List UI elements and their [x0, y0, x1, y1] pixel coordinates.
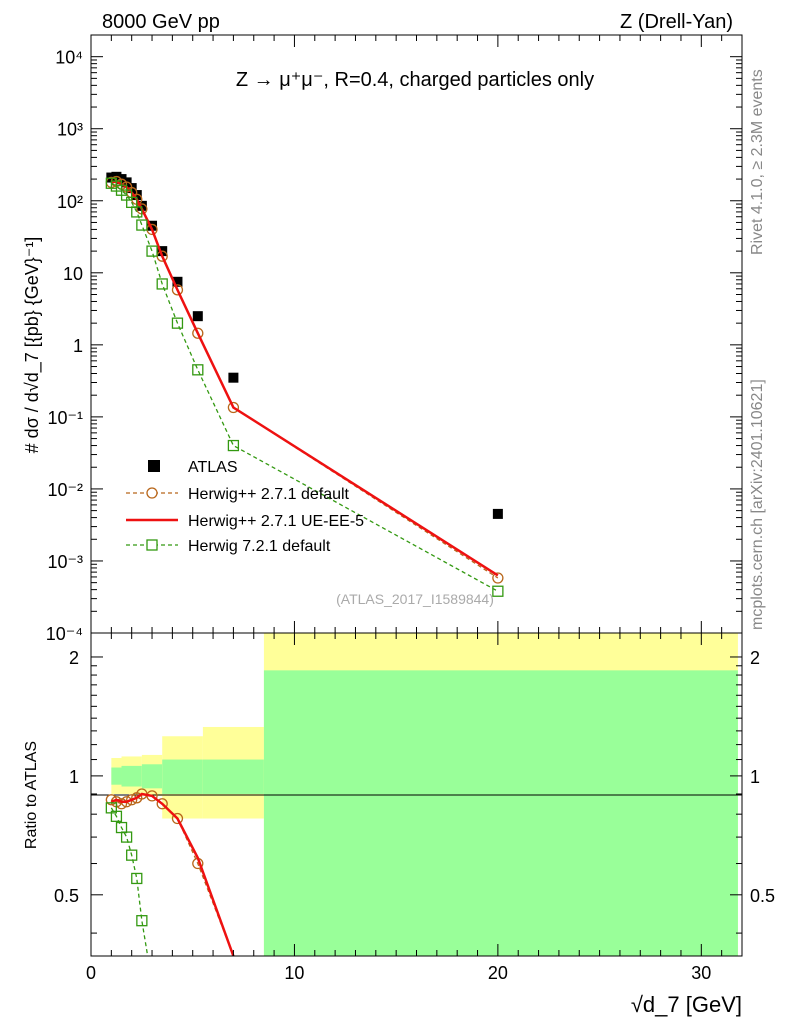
ratio-herwig7-default-point: [131, 872, 143, 885]
legend-marker: [148, 460, 160, 472]
legend-entry: Herwig++ 2.7.1 UE-EE-5: [126, 513, 364, 530]
main-y-tick-label: 1: [73, 336, 83, 356]
ratio-x-ticks: 0 10 20 30: [86, 633, 743, 983]
main-y-tick-label: 10⁴: [55, 48, 83, 68]
legend-marker: [146, 487, 158, 499]
ratio-plot: Ratio to ATLAS 2 2 1 1 0.5 0.5 0 10 20 30 √d_7 […: [23, 632, 775, 1017]
legend-label: ATLAS: [188, 459, 238, 476]
series-line: [111, 182, 499, 592]
main-y-tick-label: 10³: [57, 120, 83, 140]
herwig7-default-point: [171, 317, 184, 329]
ratio-herwigpp-default-point: [126, 794, 138, 806]
legend-label: Herwig 7.2.1 default: [188, 538, 331, 555]
herwig7-default-point: [136, 219, 148, 231]
legend-entry: Herwig 7.2.1 default: [126, 538, 331, 555]
ratio-y-tick-label-right: 0.5: [750, 886, 775, 906]
main-y-tick-label: 10⁻²: [47, 480, 83, 500]
herwig7-default-point: [156, 278, 168, 290]
herwig7-default-point: [227, 439, 240, 452]
herwigpp-default-point: [192, 327, 204, 339]
ratio-series-group: [105, 788, 235, 956]
rivet-label: Rivet 4.1.0, ≥ 2.3M events: [749, 69, 766, 255]
main-y-tick-label: 10: [63, 264, 83, 284]
green-uncertainty-band: [121, 765, 142, 787]
main-y-axis-label: # dσ / d√d_7 [{pb} {GeV}⁻¹]: [22, 237, 43, 454]
herwig7-default-point: [131, 206, 143, 218]
legend-entry: ATLAS: [148, 459, 238, 476]
ratio-herwig7-default-point: [136, 915, 148, 927]
ratio-series-line: [110, 807, 149, 956]
main-y-tick-label: 10²: [57, 192, 83, 212]
analysis-id: (ATLAS_2017_I1589844): [336, 591, 494, 607]
ratio-y-ticks: 2 2 1 1 0.5 0.5: [54, 648, 775, 934]
legend-label: Herwig++ 2.7.1 UE-EE-5: [188, 513, 364, 530]
main-y-tick-label: 10⁻⁴: [46, 624, 83, 644]
header-right: Z (Drell-Yan): [620, 11, 733, 33]
legend-label: Herwig++ 2.7.1 default: [188, 486, 350, 503]
header-left: 8000 GeV pp: [102, 11, 220, 33]
main-plot-title: Z → μ⁺μ⁻, R=0.4, charged particles only: [236, 69, 594, 91]
main-y-tick-label: 10⁻³: [47, 552, 83, 572]
ratio-x-tick-label: 10: [284, 963, 304, 983]
legend-marker: [146, 539, 158, 551]
green-uncertainty-band: [141, 764, 163, 789]
herwigpp-default-point: [227, 401, 240, 414]
main-y-tick-label: 10⁻¹: [47, 408, 83, 428]
green-uncertainty-band: [202, 759, 264, 794]
ratio-y-axis-label: Ratio to ATLAS: [23, 741, 40, 849]
herwig7-default-point: [146, 245, 158, 257]
atlas-data-point: [131, 190, 142, 201]
herwigpp-default-point: [492, 572, 504, 584]
atlas-data-point: [147, 220, 158, 231]
mcplots-label: mcplots.cern.ch [arXiv:2401.10621]: [749, 379, 766, 630]
atlas-data-point: [136, 200, 147, 211]
ratio-x-tick-label: 20: [488, 963, 508, 983]
ratio-y-tick-label-right: 1: [750, 767, 760, 787]
main-x-ticks: [90, 35, 743, 633]
ratio-herwigpp-default-point: [156, 798, 168, 810]
atlas-data-point: [228, 372, 239, 383]
herwig7-default-point: [192, 364, 204, 376]
ratio-herwig7-default-point: [110, 810, 123, 822]
atlas-data-point: [172, 276, 183, 287]
ratio-x-tick-label: 0: [86, 963, 96, 983]
green-uncertainty-band: [111, 767, 122, 785]
herwigpp-default-point: [171, 284, 184, 296]
ratio-herwigpp-default-point: [171, 812, 184, 825]
ratio-herwig7-default-point: [126, 849, 138, 861]
legend: ATLAS Herwig++ 2.7.1 default Herwig++ 2.7.…: [126, 459, 364, 555]
ratio-x-tick-label: 30: [691, 963, 711, 983]
ratio-series-line: [110, 792, 235, 956]
green-uncertainty-band: [162, 759, 203, 794]
green-uncertainty-band: [263, 670, 738, 956]
ratio-y-tick-label: 0.5: [54, 886, 79, 906]
ratio-y-tick-label: 1: [69, 767, 79, 787]
legend-entry: Herwig++ 2.7.1 default: [126, 486, 350, 503]
main-plot: Z → μ⁺μ⁻, R=0.4, charged particles only …: [22, 34, 743, 644]
herwig7-default-point: [492, 585, 504, 597]
atlas-data-point: [192, 311, 203, 322]
ratio-y-tick-label-right: 2: [750, 648, 760, 668]
main-series: [105, 171, 504, 597]
atlas-data-point: [492, 508, 503, 519]
ratio-herwig7-default-point: [120, 831, 133, 843]
main-y-ticks: 10⁴ 10³ 10² 10 1 10⁻¹ 10⁻² 10⁻³ 10⁻⁴: [46, 34, 742, 644]
ratio-series: [105, 788, 235, 956]
x-axis-label: √d_7 [GeV]: [631, 992, 742, 1017]
ratio-y-tick-label: 2: [69, 648, 79, 668]
